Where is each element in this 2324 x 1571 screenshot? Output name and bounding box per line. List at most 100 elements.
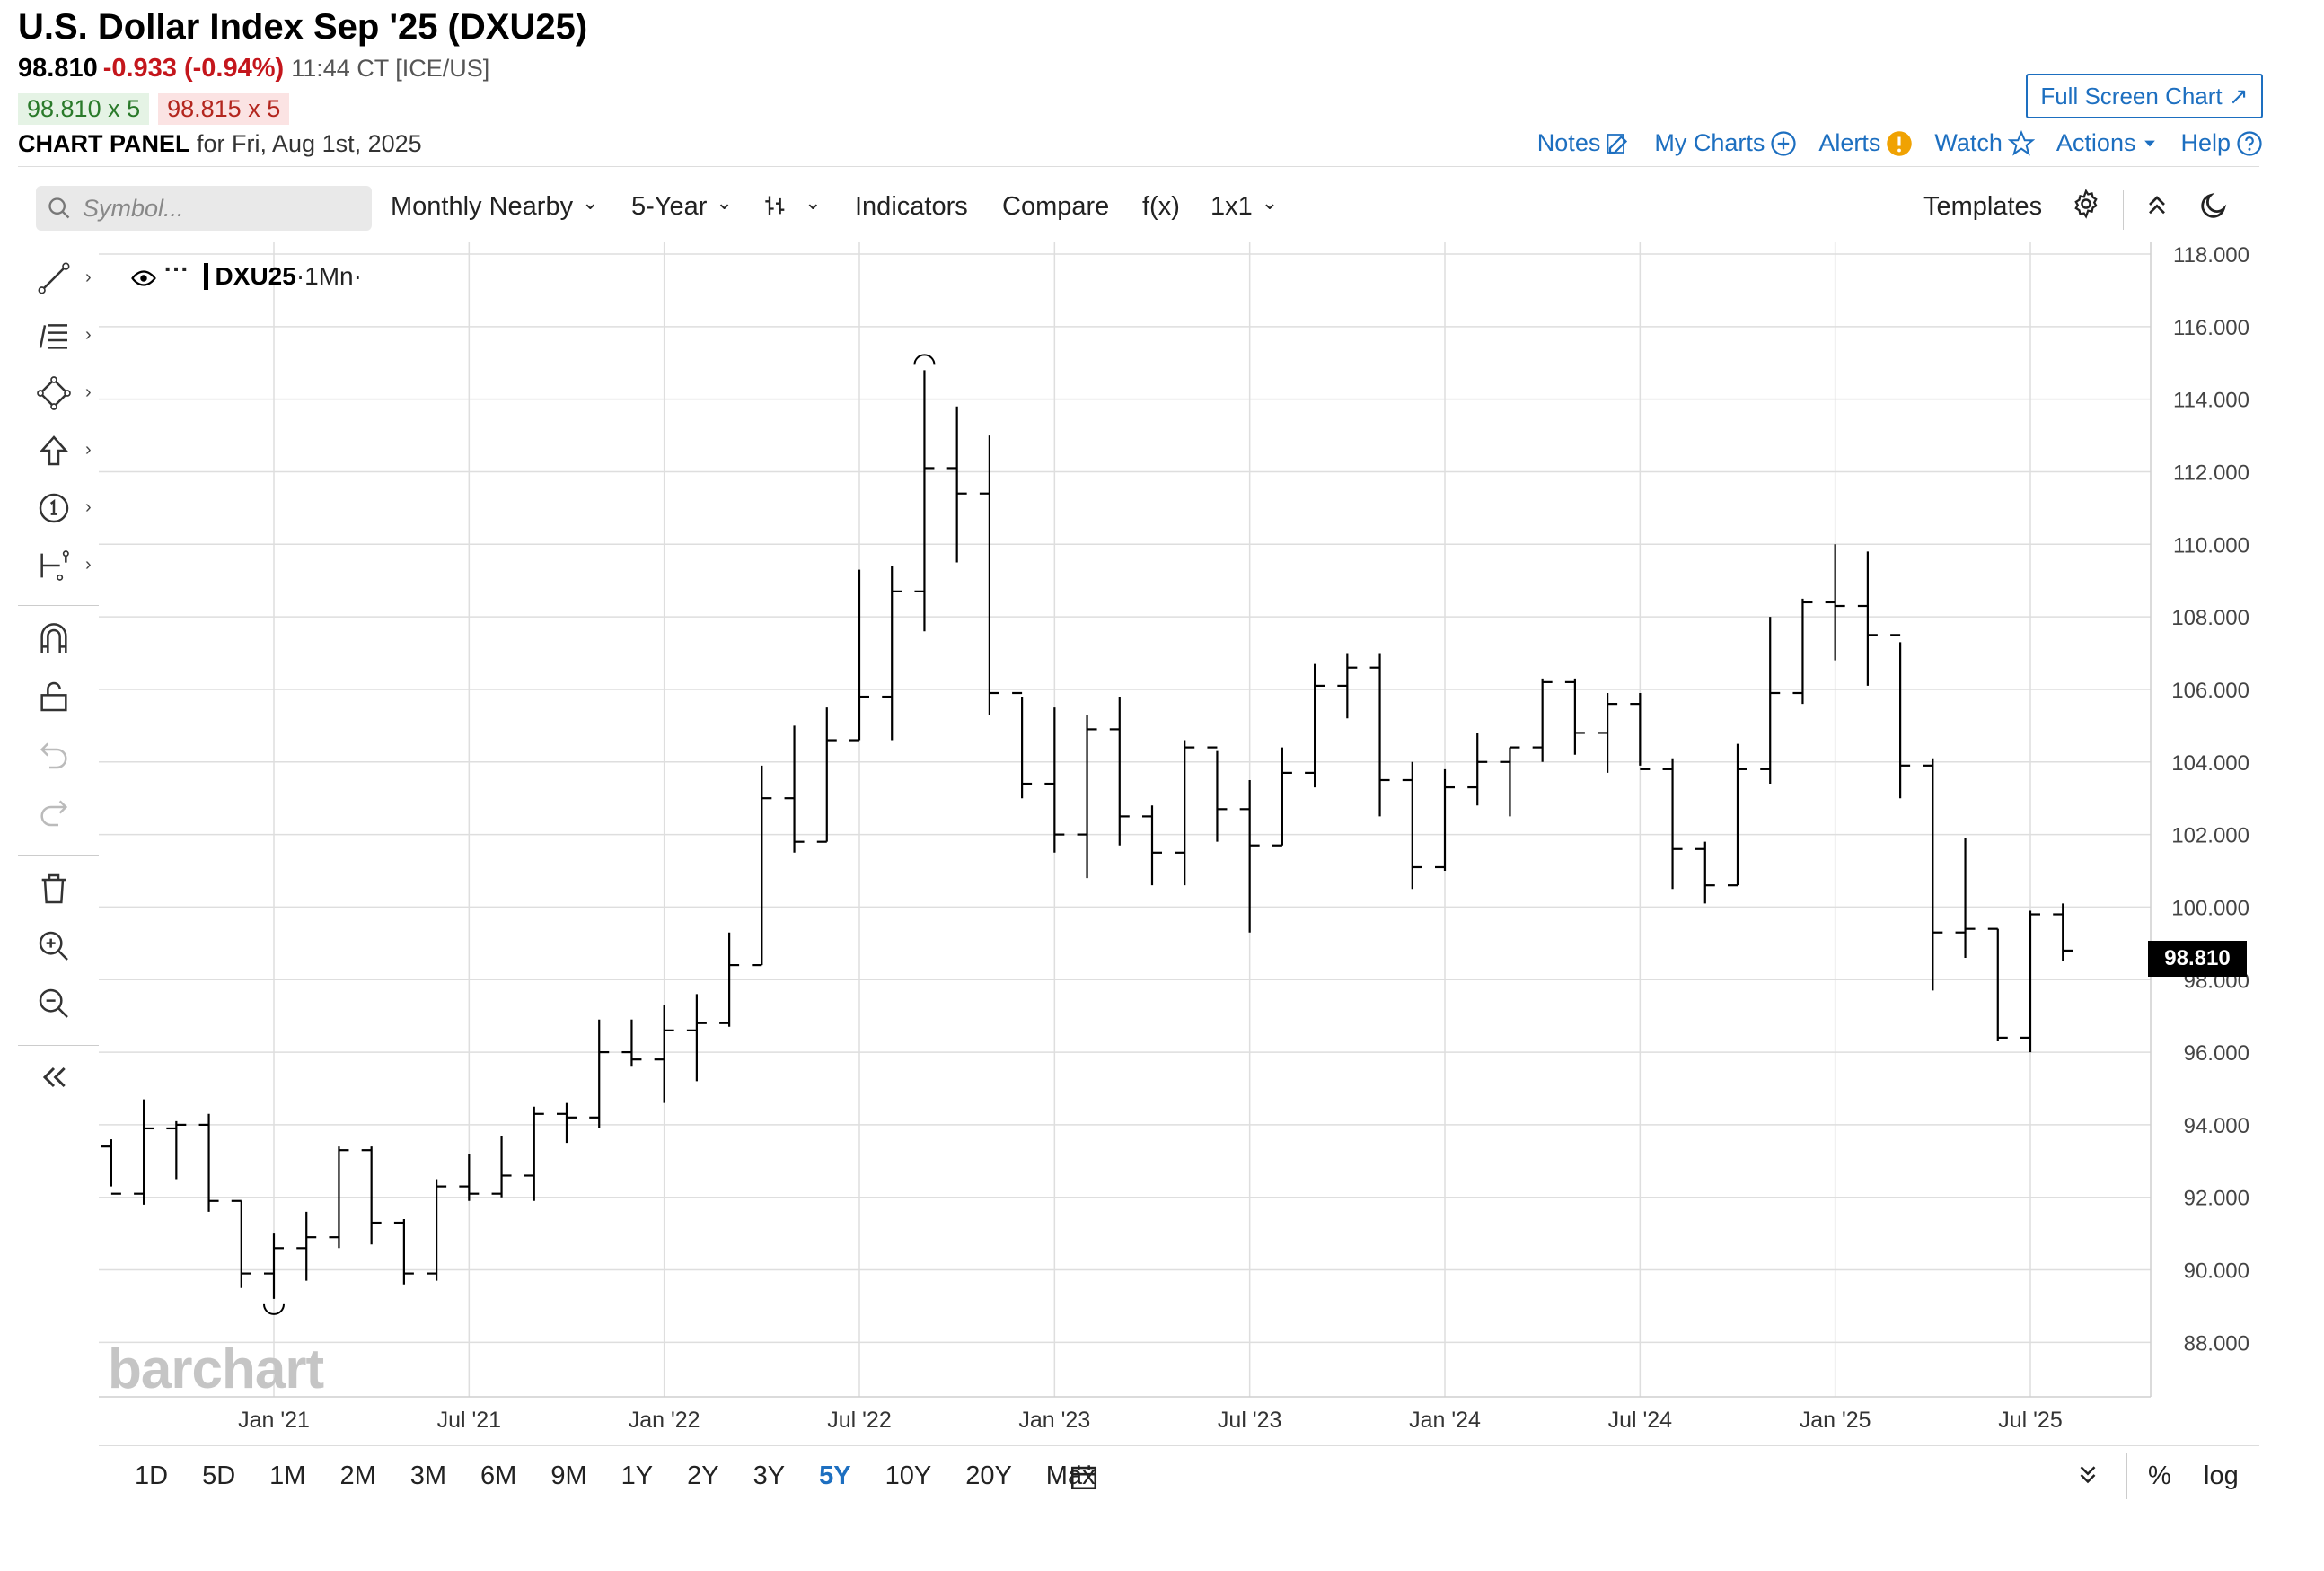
bar-type-dropdown[interactable] xyxy=(763,192,822,222)
line-tool[interactable]: › xyxy=(36,260,92,305)
magnet-tool[interactable] xyxy=(36,621,81,666)
ohlc-bar xyxy=(589,1019,610,1128)
aggregation-dropdown[interactable]: Monthly Nearby xyxy=(391,192,599,222)
panel-line: CHART PANEL for Fri, Aug 1st, 2025 xyxy=(18,130,422,158)
delete-button[interactable] xyxy=(36,871,81,916)
double-chevron-left-icon xyxy=(42,1066,66,1088)
symbol-search-input[interactable]: Symbol... xyxy=(36,186,372,231)
price-tick-label: 92.000 xyxy=(2184,1187,2249,1211)
quote-line: 98.810 -0.933 (-0.94%) 11:44 CT [ICE/US] xyxy=(18,54,489,83)
ohlc-bar xyxy=(1662,758,1683,890)
number-tool[interactable]: › xyxy=(36,490,92,535)
alerts-link[interactable]: Alerts xyxy=(1818,129,1913,157)
range-3m[interactable]: 3M xyxy=(409,1461,447,1490)
settings-button[interactable] xyxy=(2071,189,2101,226)
line-draw-icon xyxy=(38,262,70,294)
price-tick-label: 114.000 xyxy=(2173,389,2249,413)
ohlc-bar xyxy=(198,1113,219,1212)
fib-tool[interactable]: › xyxy=(36,318,92,363)
measure-tool[interactable]: › xyxy=(36,548,92,592)
lock-tool[interactable] xyxy=(36,679,81,724)
range-3y[interactable]: 3Y xyxy=(753,1461,786,1490)
range-5d[interactable]: 5D xyxy=(202,1461,236,1490)
price-tick-label: 94.000 xyxy=(2184,1114,2249,1138)
price-chart[interactable]: 118.000 116.000 114.000 112.000 110.000 108.0… xyxy=(99,242,2259,1445)
range-1d[interactable]: 1D xyxy=(135,1461,169,1490)
range-1m[interactable]: 1M xyxy=(269,1461,306,1490)
double-chevron-up-icon xyxy=(2149,196,2165,215)
collapse-button[interactable] xyxy=(2143,190,2171,226)
tool-divider xyxy=(18,855,99,856)
arrow-tool[interactable]: › xyxy=(36,433,92,478)
ohlc-bar xyxy=(1987,927,2008,1041)
ohlc-bar xyxy=(654,1005,674,1103)
ohlc-bar xyxy=(686,994,707,1082)
ohlc-bar xyxy=(1467,733,1488,806)
undo-button[interactable] xyxy=(36,736,81,781)
plus-circle-icon xyxy=(1771,130,1796,156)
ohlc-bar xyxy=(393,1218,414,1285)
time-tick-label: Jul '24 xyxy=(1608,1408,1673,1433)
numbered-circle-icon xyxy=(39,493,69,523)
collapse-tools-button[interactable] xyxy=(36,1059,81,1104)
range-20y[interactable]: 20Y xyxy=(965,1461,1012,1490)
edit-icon xyxy=(1607,133,1628,154)
notes-link[interactable]: Notes xyxy=(1537,129,1633,157)
layout-dropdown[interactable]: 1x1 xyxy=(1210,192,1278,222)
dark-mode-toggle[interactable] xyxy=(2198,190,2229,228)
aggregation-label: Monthly Nearby xyxy=(391,192,574,221)
ohlc-bar xyxy=(1044,707,1065,853)
range-6m[interactable]: 6M xyxy=(480,1461,517,1490)
help-link[interactable]: Help xyxy=(2180,129,2263,157)
full-screen-chart-button[interactable]: Full Screen Chart ↗ xyxy=(2026,74,2263,118)
ohlc-bar xyxy=(1923,758,1943,991)
function-button[interactable]: f(x) xyxy=(1142,192,1180,221)
magnet-icon xyxy=(40,623,67,653)
range-2m[interactable]: 2M xyxy=(339,1461,376,1490)
range-5y[interactable]: 5Y xyxy=(819,1461,851,1490)
compare-button[interactable]: Compare xyxy=(1002,192,1110,221)
ohlc-bar xyxy=(816,707,837,843)
range-10y[interactable]: 10Y xyxy=(885,1461,932,1490)
expand-button[interactable] xyxy=(2074,1461,2101,1496)
divider xyxy=(99,1445,2259,1446)
percent-toggle[interactable]: % xyxy=(2148,1461,2171,1490)
panel-date: for Fri, Aug 1st, 2025 xyxy=(197,130,422,157)
watch-label: Watch xyxy=(1934,129,2003,156)
templates-button[interactable]: Templates xyxy=(1923,192,2043,221)
ohlc-bar xyxy=(557,1102,577,1144)
more-icon[interactable]: ··· xyxy=(163,255,189,283)
price-tick-label: 108.000 xyxy=(2171,606,2249,630)
ohlc-bar xyxy=(1239,779,1260,933)
zoom-out-button[interactable] xyxy=(36,986,81,1031)
caret-down-icon xyxy=(2144,140,2156,146)
time-tick-label: Jul '23 xyxy=(1218,1408,1281,1433)
time-range-selector: 1D 5D 1M 2M 3M 6M 9M 1Y 2Y 3Y 5Y 10Y 20Y Max xyxy=(135,1461,1130,1491)
price-tick-label: 102.000 xyxy=(2171,824,2249,848)
search-icon xyxy=(48,197,70,219)
date-range-button[interactable] xyxy=(1069,1461,1099,1496)
ohlc-bar xyxy=(1792,598,1813,705)
time-axis-labels: Jan '21 Jul '21 Jan '22 Jul '22 Jan '23 Jul '… xyxy=(238,1408,2063,1433)
range-2y[interactable]: 2Y xyxy=(687,1461,719,1490)
range-1y[interactable]: 1Y xyxy=(621,1461,654,1490)
log-toggle[interactable]: log xyxy=(2204,1461,2239,1490)
indicators-button[interactable]: Indicators xyxy=(855,192,968,221)
range-9m[interactable]: 9M xyxy=(550,1461,587,1490)
bottom-divider xyxy=(2126,1453,2127,1499)
redo-button[interactable] xyxy=(36,794,81,838)
chart-legend[interactable]: ··· DXU25·1Mn· xyxy=(130,255,362,292)
price-tick-label: 118.000 xyxy=(2173,243,2249,268)
actions-menu[interactable]: Actions xyxy=(2056,129,2160,157)
watch-link[interactable]: Watch xyxy=(1934,129,2035,157)
period-dropdown[interactable]: 5-Year xyxy=(631,192,733,222)
my-charts-label: My Charts xyxy=(1654,129,1765,156)
ohlc-bars xyxy=(101,370,2073,1299)
zoom-in-button[interactable] xyxy=(36,928,81,973)
my-charts-link[interactable]: My Charts xyxy=(1654,129,1797,157)
range-max[interactable]: Max xyxy=(1045,1461,1096,1490)
time-tick-label: Jan '23 xyxy=(1018,1408,1090,1433)
shape-icon xyxy=(37,376,71,410)
shape-tool[interactable]: › xyxy=(36,375,92,420)
chart-background xyxy=(99,242,2259,1445)
